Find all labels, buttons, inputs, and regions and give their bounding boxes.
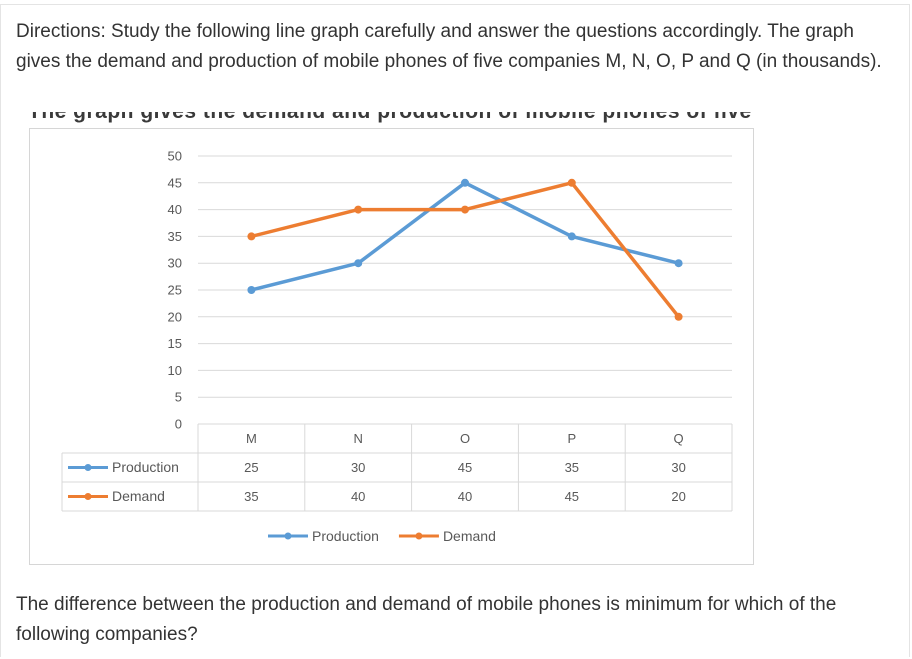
y-tick-label: 20 xyxy=(168,309,182,324)
table-value: 35 xyxy=(244,489,258,504)
table-value: 40 xyxy=(351,489,365,504)
y-tick-label: 50 xyxy=(168,149,182,164)
y-tick-label: 10 xyxy=(168,363,182,378)
chart-frame xyxy=(29,128,754,565)
data-point-production xyxy=(674,259,683,268)
y-tick-label: 35 xyxy=(168,229,182,244)
legend-key-marker xyxy=(415,532,423,540)
category-label: O xyxy=(460,431,470,446)
data-point-demand xyxy=(354,205,363,214)
table-value: 45 xyxy=(565,489,579,504)
line-chart: 0 5 10 15 20 25 30 35 40 45 50 M N O P Q Production 25 30 4… xyxy=(61,149,733,544)
table-series-label: Production xyxy=(112,459,179,475)
table-legend-key-marker xyxy=(84,464,92,471)
y-tick-label: 30 xyxy=(168,256,182,271)
legend-label: Demand xyxy=(443,528,496,544)
data-point-production xyxy=(461,178,469,187)
legend-key-marker xyxy=(284,532,292,540)
data-point-production xyxy=(247,286,256,294)
table-legend-key-marker xyxy=(84,493,92,500)
y-tick-label: 5 xyxy=(175,390,182,405)
table-value: 20 xyxy=(671,489,685,504)
table-value: 30 xyxy=(671,460,685,475)
clipped-chart-caption: The graph gives the demand and productio… xyxy=(28,112,768,126)
y-tick-label: 25 xyxy=(168,283,182,298)
data-point-demand xyxy=(461,205,469,214)
question-text: The difference between the production an… xyxy=(16,594,837,645)
clipped-chart-caption-text: The graph gives the demand and productio… xyxy=(28,112,752,124)
category-label: N xyxy=(354,431,363,446)
data-point-production xyxy=(567,232,576,241)
category-label: P xyxy=(567,431,576,446)
table-value: 25 xyxy=(244,460,258,475)
table-value: 40 xyxy=(458,489,472,504)
data-point-demand xyxy=(567,178,576,187)
table-value: 45 xyxy=(458,460,472,475)
table-value: 35 xyxy=(565,460,579,475)
y-tick-label: 40 xyxy=(168,202,182,217)
content-panel xyxy=(0,4,910,657)
data-point-demand xyxy=(247,232,256,241)
y-tick-label: 15 xyxy=(168,336,182,351)
legend-label: Production xyxy=(312,528,379,544)
data-point-demand xyxy=(674,312,683,321)
data-point-production xyxy=(354,259,363,268)
table-series-label: Demand xyxy=(112,488,165,504)
directions-text: Directions: Study the following line gra… xyxy=(16,21,882,72)
category-label: Q xyxy=(674,431,684,446)
table-value: 30 xyxy=(351,460,365,475)
series-line-demand xyxy=(249,181,681,319)
category-label: M xyxy=(246,431,257,446)
y-tick-label: 45 xyxy=(168,175,182,190)
y-tick-label: 0 xyxy=(175,417,182,432)
